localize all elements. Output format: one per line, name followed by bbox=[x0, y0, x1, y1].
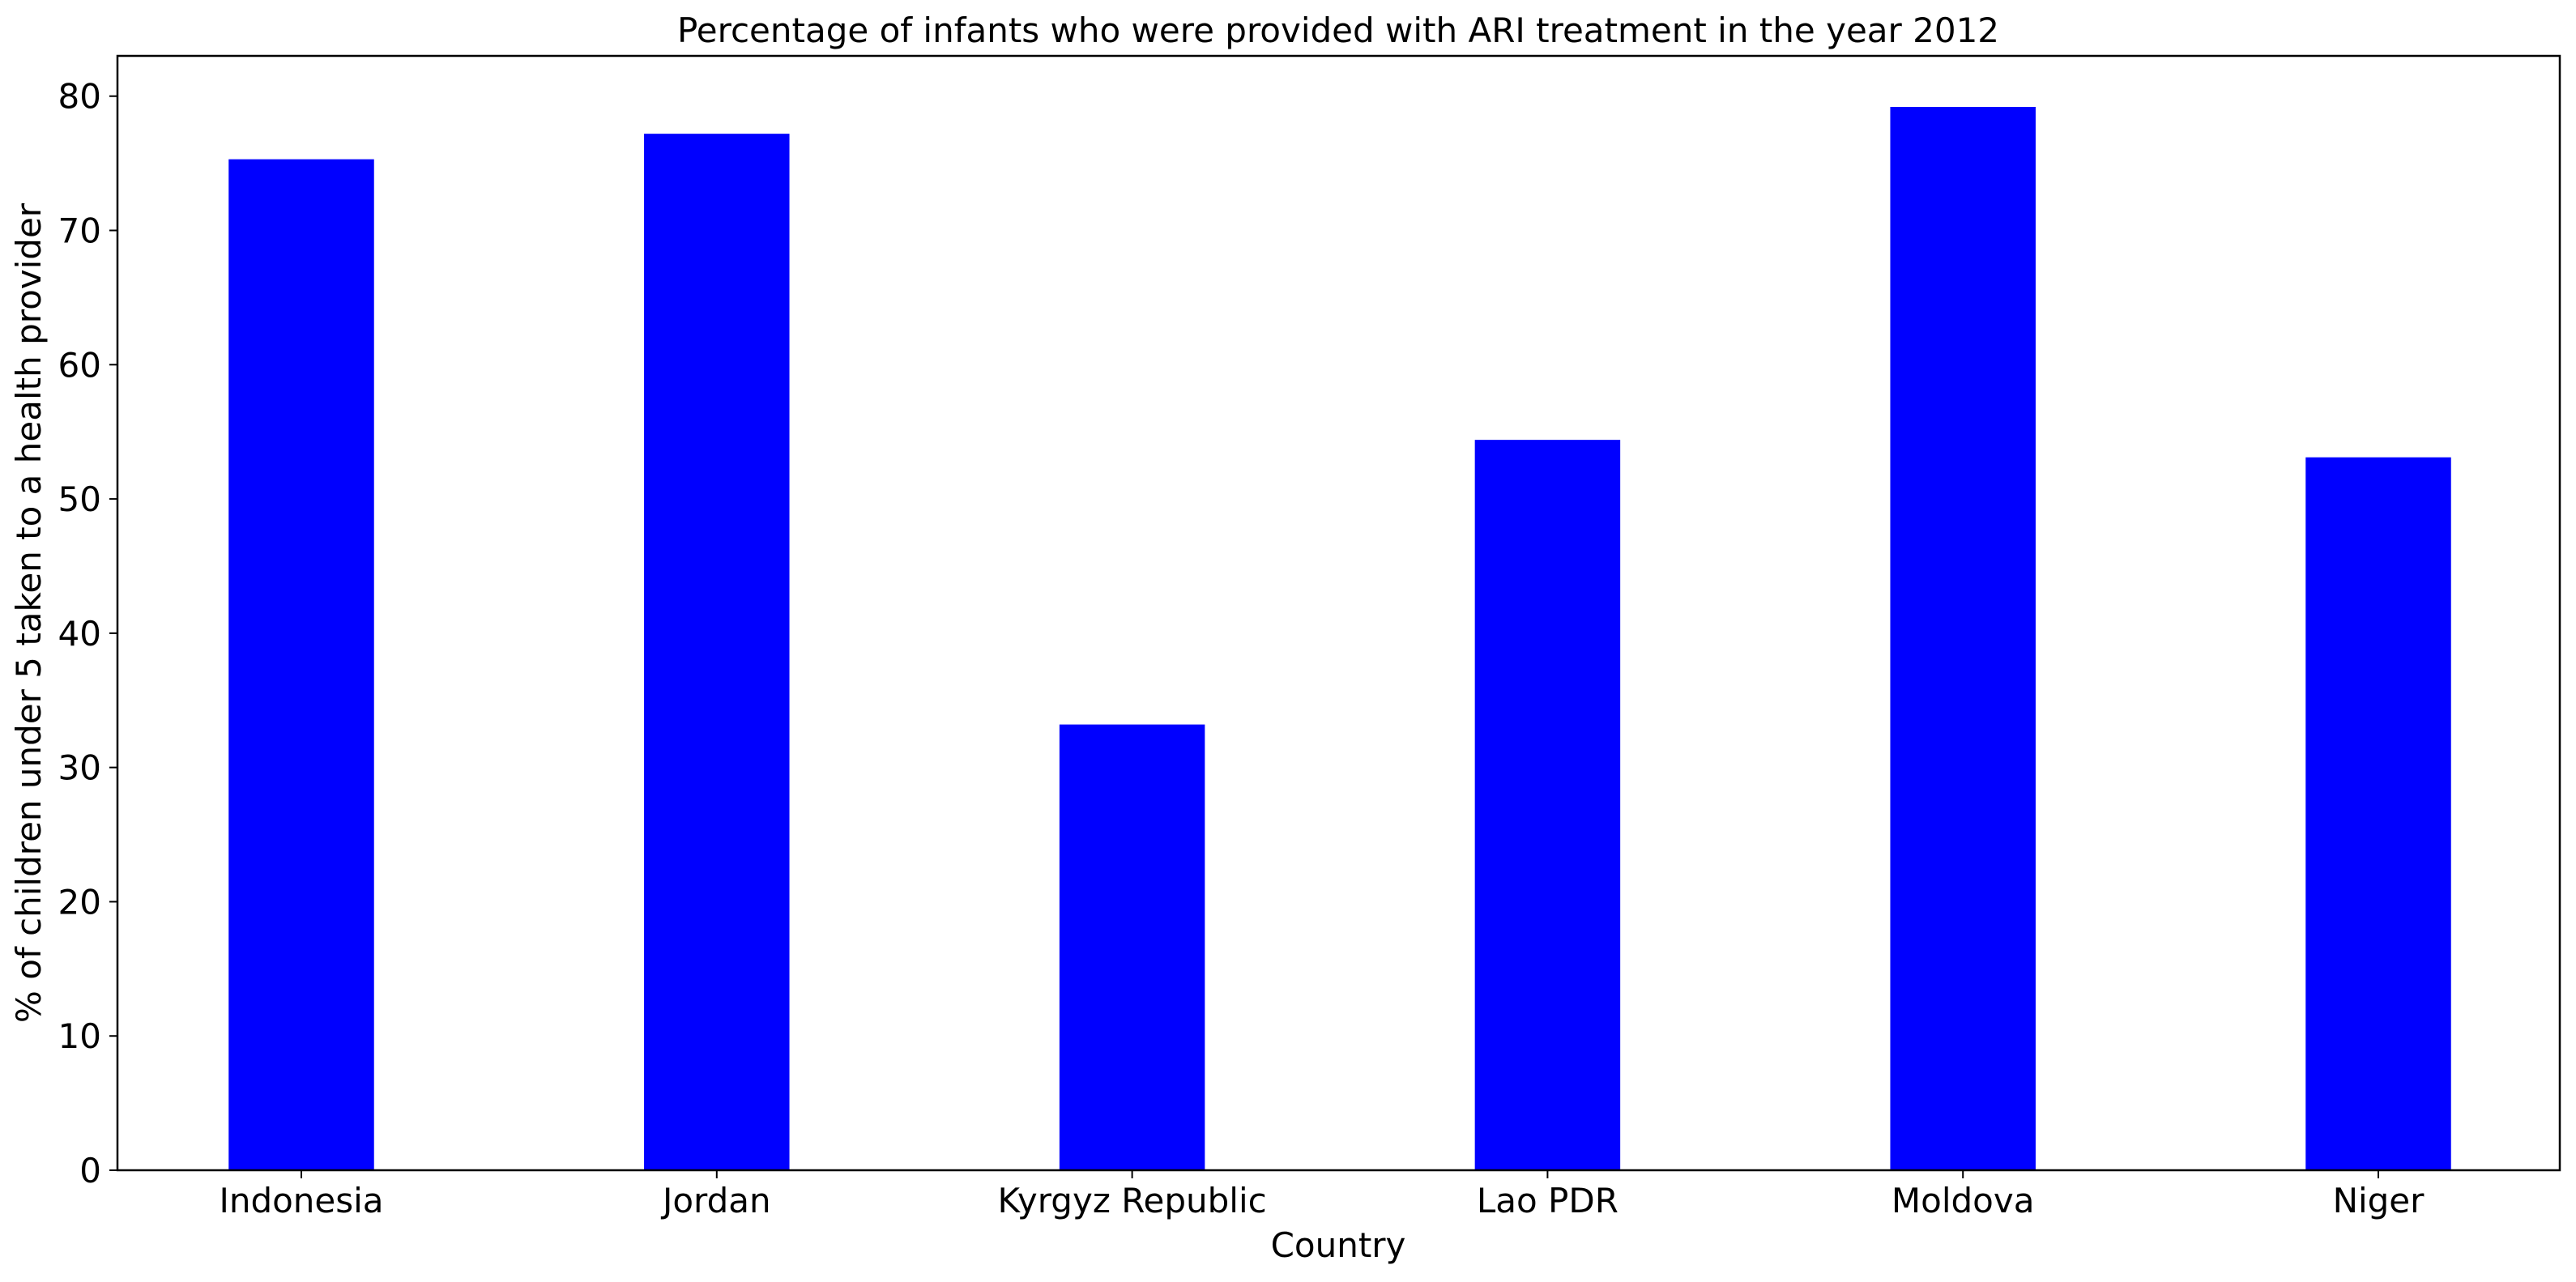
plot-frame bbox=[116, 54, 2561, 1172]
x-tick-label: Kyrgyz Republic bbox=[997, 1181, 1266, 1220]
y-tick-label: 60 bbox=[58, 345, 101, 385]
y-tick-label: 50 bbox=[58, 479, 101, 519]
x-tick-label: Moldova bbox=[1891, 1181, 2035, 1220]
y-tick-label: 10 bbox=[58, 1016, 101, 1056]
bar-niger bbox=[2305, 457, 2451, 1170]
bar-jordan bbox=[644, 134, 790, 1171]
x-tick-label: Jordan bbox=[660, 1181, 771, 1220]
x-tick-label: Niger bbox=[2333, 1181, 2425, 1220]
y-axis-label: % of children under 5 taken to a health … bbox=[9, 202, 49, 1023]
bar-indonesia bbox=[228, 159, 374, 1170]
y-tick-label: 0 bbox=[79, 1151, 101, 1190]
y-tick-label: 20 bbox=[58, 882, 101, 922]
y-tick-label: 40 bbox=[58, 614, 101, 654]
y-tick-label: 30 bbox=[58, 748, 101, 788]
x-axis-label: Country bbox=[1271, 1225, 1406, 1265]
y-tick-label: 70 bbox=[58, 211, 101, 251]
y-axis-ticks: 0 10 20 30 40 50 60 70 80 bbox=[58, 77, 117, 1190]
bar-moldova bbox=[1890, 106, 2036, 1171]
x-axis-ticks: Indonesia Jordan Kyrgyz Republic Lao PDR Mol… bbox=[219, 1170, 2425, 1220]
chart-title: Percentage of infants who were provided … bbox=[677, 11, 1999, 50]
bar-lao-pdr bbox=[1474, 440, 1621, 1170]
bar-kyrgyz-republic bbox=[1059, 724, 1205, 1170]
y-tick-label: 80 bbox=[58, 77, 101, 117]
x-tick-label: Indonesia bbox=[219, 1181, 383, 1220]
x-tick-label: Lao PDR bbox=[1477, 1181, 1619, 1220]
bars bbox=[228, 106, 2451, 1171]
